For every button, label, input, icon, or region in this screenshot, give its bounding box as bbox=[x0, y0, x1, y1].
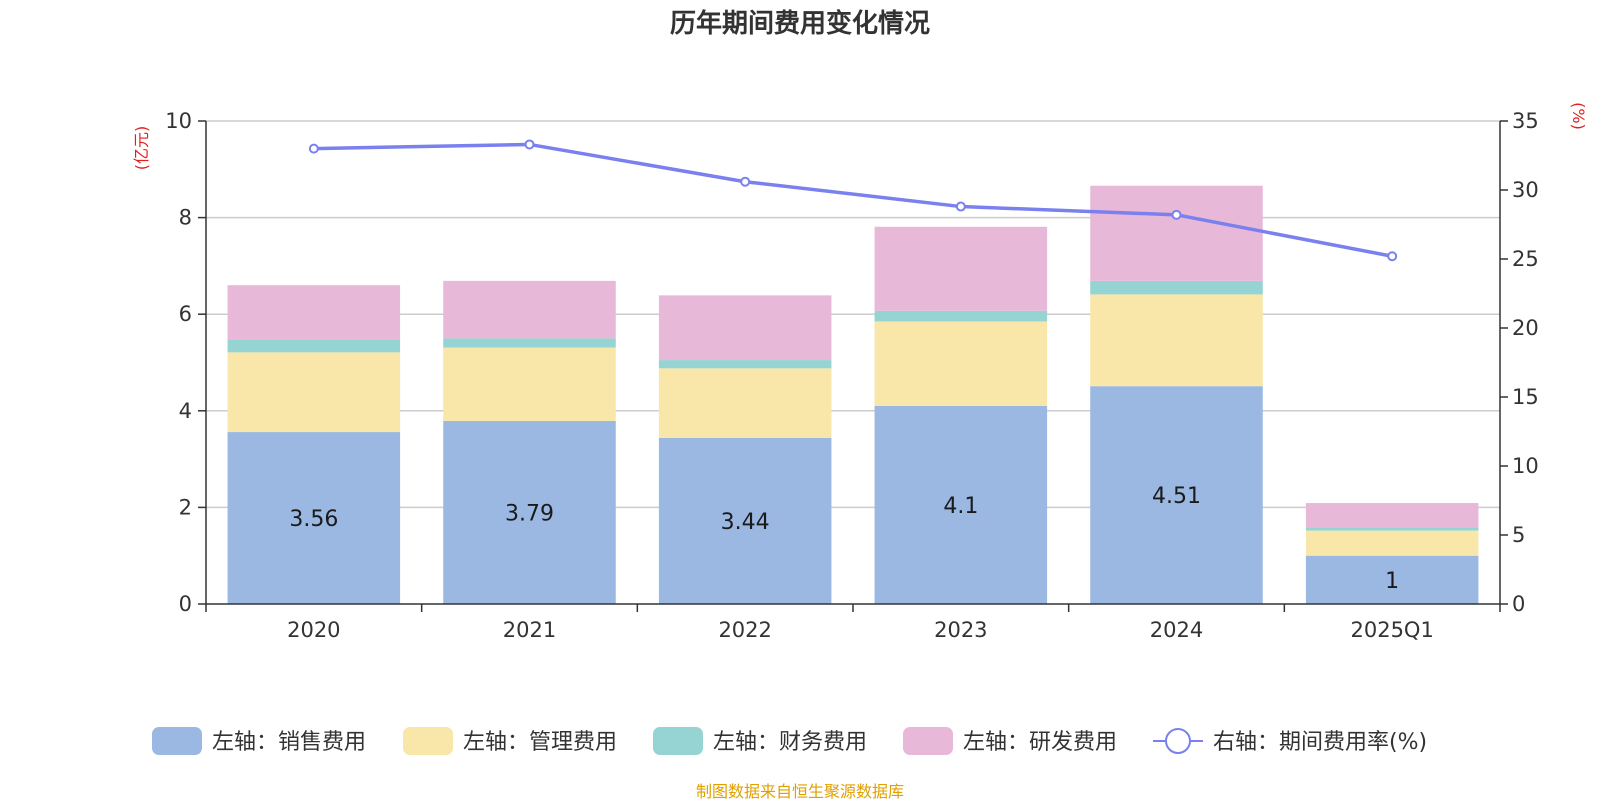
left-axis-unit: (亿元) bbox=[132, 126, 151, 171]
bar-data-label: 4.51 bbox=[1152, 484, 1201, 509]
bar-segment-1-2023 bbox=[874, 405, 1048, 604]
bar-data-label: 3.44 bbox=[721, 510, 770, 535]
bars-group bbox=[227, 185, 1479, 604]
legend-label-1: 左轴：销售费用 bbox=[212, 730, 366, 755]
x-tick-label: 2023 bbox=[934, 618, 987, 642]
bar-segment-2-2021 bbox=[443, 347, 616, 421]
left-tick-label: 4 bbox=[179, 399, 192, 423]
expense-ratio-point-2021 bbox=[524, 139, 535, 150]
bar-segment-4-2023 bbox=[874, 226, 1048, 311]
right-tick-label: 20 bbox=[1512, 316, 1539, 340]
legend-label-4: 左轴：研发费用 bbox=[963, 730, 1117, 755]
source-note: 制图数据来自恒生聚源数据库 bbox=[696, 782, 904, 800]
x-tick-label: 2021 bbox=[503, 618, 556, 642]
line-series-group bbox=[308, 139, 1398, 262]
legend-swatch-2 bbox=[403, 727, 453, 755]
right-tick-label: 25 bbox=[1512, 247, 1539, 271]
expense-ratio-point-2023 bbox=[955, 201, 966, 212]
x-tick-label: 2022 bbox=[718, 618, 771, 642]
bar-data-label: 4.1 bbox=[943, 494, 978, 519]
x-tick-label: 2020 bbox=[287, 618, 340, 642]
right-tick-label: 5 bbox=[1512, 523, 1525, 547]
right-tick-label: 35 bbox=[1512, 109, 1539, 133]
bar-segment-3-2025Q1 bbox=[1305, 527, 1479, 531]
expense-ratio-point-2025Q1 bbox=[1387, 251, 1398, 262]
right-tick-label: 15 bbox=[1512, 385, 1539, 409]
left-tick-label: 0 bbox=[179, 592, 192, 616]
legend-label-2: 左轴：管理费用 bbox=[463, 730, 617, 755]
legend-label-3: 左轴：财务费用 bbox=[713, 730, 867, 755]
left-tick-label: 6 bbox=[179, 302, 192, 326]
bar-segment-3-2023 bbox=[874, 310, 1048, 322]
expense-ratio-point-2020 bbox=[308, 143, 319, 154]
bar-segment-2-2024 bbox=[1090, 294, 1263, 387]
bar-segment-4-2022 bbox=[658, 295, 832, 361]
bar-segment-4-2024 bbox=[1090, 185, 1263, 281]
right-axis-unit: (%) bbox=[1569, 102, 1588, 130]
expense-ratio-point-2022 bbox=[740, 176, 751, 187]
right-tick-label: 30 bbox=[1512, 178, 1539, 202]
bar-segment-3-2022 bbox=[658, 360, 832, 369]
bar-segment-3-2024 bbox=[1090, 280, 1263, 295]
bar-segment-1-2025Q1 bbox=[1305, 555, 1479, 604]
left-tick-label: 2 bbox=[179, 495, 192, 519]
right-tick-label: 0 bbox=[1512, 592, 1525, 616]
right-tick-label: 10 bbox=[1512, 454, 1539, 478]
bar-segment-3-2020 bbox=[227, 339, 401, 353]
bar-segment-1-2020 bbox=[227, 432, 401, 604]
expense-ratio-point-2024 bbox=[1171, 209, 1182, 220]
bar-segment-1-2024 bbox=[1090, 386, 1263, 604]
bar-segment-1-2021 bbox=[443, 420, 616, 604]
bar-segment-2-2025Q1 bbox=[1305, 530, 1479, 556]
left-tick-label: 10 bbox=[165, 109, 192, 133]
bar-data-label: 1 bbox=[1385, 569, 1399, 594]
grid-lines bbox=[206, 120, 1500, 509]
bar-data-label: 3.56 bbox=[289, 507, 338, 532]
bar-data-label: 3.79 bbox=[505, 501, 554, 526]
bar-segment-2-2023 bbox=[874, 321, 1048, 406]
chart-title: 历年期间费用变化情况 bbox=[670, 8, 930, 39]
bar-segment-2-2020 bbox=[227, 352, 401, 433]
legend: 左轴：销售费用 左轴：管理费用 左轴：财务费用 左轴：研发费用 右轴：期间费用率(%) bbox=[152, 727, 1427, 755]
legend-swatch-4 bbox=[903, 727, 953, 755]
left-tick-label: 8 bbox=[179, 206, 192, 230]
legend-circle-icon bbox=[1165, 728, 1191, 754]
bar-labels-group: 3.56 3.79 3.44 4.1 4.51 1 bbox=[289, 484, 1399, 594]
axes-group: 0 2 4 6 8 10 0 5 10 15 20 25 30 35 2020 2021 2022 2023 202… bbox=[165, 109, 1538, 642]
bar-segment-1-2022 bbox=[658, 437, 832, 604]
bar-segment-4-2021 bbox=[443, 280, 616, 339]
bar-segment-4-2020 bbox=[227, 285, 401, 340]
legend-label-5: 右轴：期间费用率(%) bbox=[1213, 730, 1427, 755]
bar-segment-3-2021 bbox=[443, 338, 616, 348]
x-tick-label: 2024 bbox=[1150, 618, 1203, 642]
x-tick-label: 2025Q1 bbox=[1350, 618, 1433, 642]
legend-swatch-1 bbox=[152, 727, 202, 755]
legend-swatch-3 bbox=[653, 727, 703, 755]
expense-ratio-line bbox=[313, 142, 1393, 258]
bar-segment-4-2025Q1 bbox=[1305, 503, 1479, 528]
bar-segment-2-2022 bbox=[658, 368, 832, 438]
